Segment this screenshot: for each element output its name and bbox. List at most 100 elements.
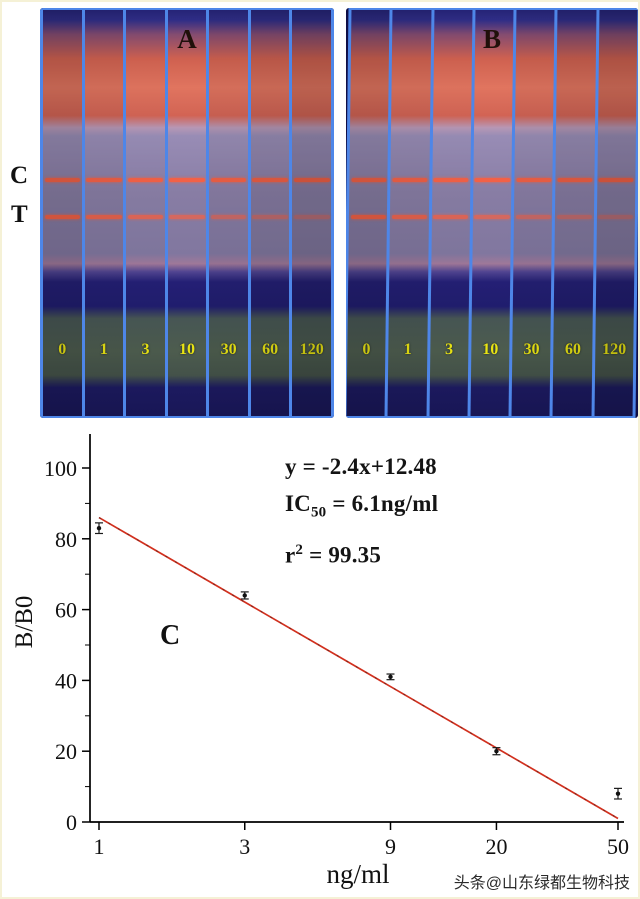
- control-line: [598, 178, 634, 182]
- test-strip: 60: [552, 10, 597, 416]
- concentration-label: 1: [403, 340, 412, 358]
- test-line: [391, 215, 428, 219]
- panel-a-label: A: [177, 24, 197, 54]
- y-tick-label: 40: [55, 668, 77, 693]
- test-strip: 3: [429, 10, 473, 416]
- x-tick-label: 3: [239, 834, 250, 859]
- data-point: [388, 674, 393, 680]
- concentration-label: 10: [179, 340, 196, 358]
- y-tick-label: 80: [55, 527, 77, 552]
- test-strip: 120: [594, 10, 638, 416]
- test-strip: 10: [167, 10, 207, 416]
- concentration-label: 60: [262, 340, 279, 358]
- panel-b-label: B: [482, 24, 501, 54]
- test-line: [294, 215, 330, 219]
- control-line: [169, 178, 205, 182]
- test-line: [169, 215, 205, 219]
- x-tick-label: 9: [385, 834, 396, 859]
- data-point: [242, 593, 247, 598]
- strip-photos-section: C T 0 1 3 10 30 60 120 A 0 1 3 10 30 60 120 B: [2, 2, 638, 424]
- test-line: [252, 215, 288, 219]
- test-strip: 30: [209, 10, 248, 416]
- y-tick-label: 100: [44, 456, 77, 481]
- concentration-label: 10: [482, 340, 499, 358]
- y-tick-label: 0: [66, 810, 77, 835]
- test-strip: 10: [470, 10, 514, 416]
- test-strip: 3: [126, 10, 165, 416]
- y-tick-label: 60: [55, 598, 77, 623]
- concentration-label: 0: [58, 340, 67, 358]
- ic50-prefix: IC: [285, 491, 311, 516]
- control-line: [350, 178, 387, 182]
- ic50-rest: = 6.1ng/ml: [326, 491, 439, 516]
- test-strip: 1: [84, 10, 124, 416]
- test-line: [44, 215, 81, 219]
- calibration-curve-section: 0 20 40 60 80 100 1 3 9 20 50 ng/ml B/B0 y = -2.4x+1…: [2, 422, 638, 897]
- control-line: [392, 178, 428, 182]
- concentration-label: 120: [299, 340, 324, 358]
- r2-rest: = 99.35: [303, 542, 382, 568]
- test-line: [474, 215, 510, 219]
- test-line: [556, 215, 593, 219]
- test-line-row-label: T: [11, 201, 28, 228]
- concentration-label: 3: [444, 340, 454, 358]
- strip-row-a: 0 1 3 10 30 60 120: [40, 8, 334, 418]
- panel-a-photo: 0 1 3 10 30 60 120 A: [40, 8, 334, 418]
- control-line: [516, 178, 552, 182]
- test-line: [210, 215, 247, 219]
- fit-equation-text: y = -2.4x+12.48: [285, 454, 437, 479]
- x-tick-label: 1: [94, 834, 105, 859]
- control-line: [294, 178, 330, 182]
- y-tick-label: 20: [55, 739, 77, 764]
- y-axis-title: B/B0: [11, 596, 38, 649]
- control-line: [474, 178, 511, 182]
- data-point: [96, 525, 102, 531]
- test-strip: 0: [43, 10, 82, 416]
- r-squared-value: r2 = 99.35: [285, 532, 438, 574]
- test-strip: 60: [250, 10, 290, 416]
- control-line: [44, 178, 81, 182]
- concentration-label: 30: [523, 340, 540, 358]
- test-line: [598, 215, 634, 219]
- test-strip: 120: [292, 10, 332, 416]
- fit-statistics: y = -2.4x+12.48 IC50 = 6.1ng/ml r2 = 99.…: [285, 448, 438, 573]
- concentration-label: 0: [362, 340, 371, 358]
- test-line: [350, 215, 386, 219]
- test-line: [515, 215, 551, 219]
- concentration-label: 3: [141, 340, 150, 358]
- control-line: [252, 178, 288, 182]
- ic50-subscript: 50: [310, 504, 327, 521]
- x-axis-title: ng/ml: [326, 859, 389, 889]
- x-tick-label: 20: [485, 834, 507, 859]
- x-tick-label: 50: [607, 834, 629, 859]
- control-line-row-label: C: [10, 162, 29, 189]
- concentration-label: 60: [564, 340, 581, 358]
- control-line: [86, 178, 122, 182]
- test-strip: 0: [346, 10, 390, 416]
- test-strip: 1: [387, 10, 432, 416]
- concentration-label: 30: [220, 340, 237, 358]
- data-point: [615, 791, 621, 796]
- watermark: 头条@山东绿都生物科技: [453, 875, 630, 892]
- test-line: [433, 215, 469, 219]
- ic50-value: IC50 = 6.1ng/ml: [285, 485, 438, 532]
- r2-prefix: r: [285, 542, 296, 568]
- test-line: [86, 215, 122, 219]
- control-line: [433, 178, 469, 182]
- panel-c-label: C: [160, 620, 181, 651]
- fit-equation: y = -2.4x+12.48: [285, 448, 438, 485]
- calibration-chart: 0 20 40 60 80 100 1 3 9 20 50 ng/ml B/B0: [11, 434, 629, 889]
- data-point: [494, 749, 499, 754]
- panel-b-photo: 0 1 3 10 30 60 120 B: [346, 8, 638, 418]
- concentration-label: 1: [99, 340, 108, 358]
- r2-superscript: 2: [295, 541, 304, 558]
- control-line: [210, 178, 247, 182]
- concentration-label: 120: [602, 340, 627, 358]
- control-line: [127, 178, 164, 182]
- control-line: [557, 178, 593, 182]
- regression-line-dashes: [98, 517, 619, 819]
- test-line: [127, 215, 164, 219]
- test-strip: 30: [511, 10, 555, 416]
- strip-row-b: 0 1 3 10 30 60 120: [346, 8, 638, 418]
